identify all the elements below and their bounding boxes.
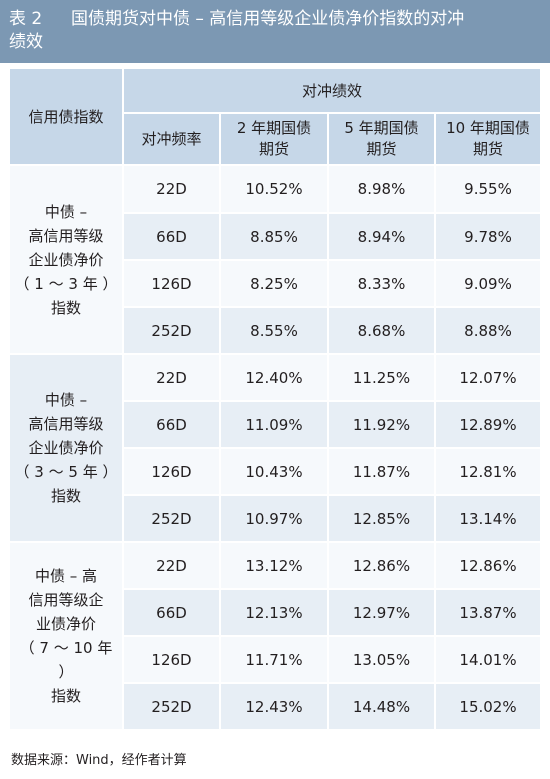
header-5y: 5 年期国债 期货: [329, 114, 436, 166]
table-cell: 12.86%: [329, 543, 436, 590]
table-cell: 13.12%: [221, 543, 329, 590]
table-cell: 8.25%: [221, 261, 329, 308]
table-cell: 66D: [124, 402, 221, 449]
table-cell: 12.43%: [221, 684, 329, 731]
header-2y: 2 年期国债 期货: [221, 114, 329, 166]
table-cell: 126D: [124, 261, 221, 308]
table-cell: 8.68%: [329, 308, 436, 355]
table-cell: 8.33%: [329, 261, 436, 308]
table-cell: 66D: [124, 214, 221, 261]
table-number: 表 2: [9, 9, 43, 29]
table-cell: 11.92%: [329, 402, 436, 449]
table-cell: 66D: [124, 590, 221, 637]
table-cell: 8.98%: [329, 166, 436, 214]
table-cell: 9.09%: [436, 261, 541, 308]
header-perf-group: 对冲绩效: [124, 69, 541, 114]
table-title-line2: 绩效: [9, 32, 43, 52]
index-name-7-10y: 中债 – 高信用等级企 业债净价（ 7 ～ 10 年 ）指数: [10, 543, 124, 731]
header-10y: 10 年期国债 期货: [436, 114, 541, 166]
hedge-performance-table: 信用债指数 对冲绩效 对冲频率 2 年期国债 期货 5 年期国债 期货 10 年期国…: [10, 69, 541, 731]
table-cell: 11.87%: [329, 449, 436, 496]
table-cell: 22D: [124, 166, 221, 214]
table-cell: 126D: [124, 449, 221, 496]
table-cell: 11.71%: [221, 637, 329, 684]
table-cell: 10.43%: [221, 449, 329, 496]
table-cell: 8.85%: [221, 214, 329, 261]
header-index: 信用债指数: [10, 69, 124, 166]
table-cell: 12.81%: [436, 449, 541, 496]
table-cell: 10.52%: [221, 166, 329, 214]
table-cell: 12.40%: [221, 355, 329, 402]
table-cell: 9.78%: [436, 214, 541, 261]
table-cell: 252D: [124, 496, 221, 543]
table-cell: 22D: [124, 543, 221, 590]
table-cell: 13.05%: [329, 637, 436, 684]
index-name-3-5y: 中债 – 高信用等级 企业债净价（ 3 ～ 5 年 ）指数: [10, 355, 124, 543]
header-freq: 对冲频率: [124, 114, 221, 166]
table-cell: 252D: [124, 308, 221, 355]
table-cell: 8.55%: [221, 308, 329, 355]
table-cell: 12.85%: [329, 496, 436, 543]
index-name-1-3y: 中债 – 高信用等级 企业债净价（ 1 ～ 3 年 ）指数: [10, 166, 124, 355]
table-cell: 11.09%: [221, 402, 329, 449]
table-cell: 12.07%: [436, 355, 541, 402]
table-cell: 9.55%: [436, 166, 541, 214]
table-cell: 12.13%: [221, 590, 329, 637]
table-cell: 10.97%: [221, 496, 329, 543]
table-cell: 15.02%: [436, 684, 541, 731]
table-cell: 12.97%: [329, 590, 436, 637]
source-note: 数据来源：Wind，经作者计算: [11, 753, 187, 768]
table-cell: 8.88%: [436, 308, 541, 355]
table-title-line1: 国债期货对中债 – 高信用等级企业债净价指数的对冲: [71, 9, 465, 29]
table-cell: 252D: [124, 684, 221, 731]
table-cell: 12.89%: [436, 402, 541, 449]
table-cell: 13.14%: [436, 496, 541, 543]
table-cell: 14.48%: [329, 684, 436, 731]
table-cell: 8.94%: [329, 214, 436, 261]
table-cell: 13.87%: [436, 590, 541, 637]
table-cell: 11.25%: [329, 355, 436, 402]
table-title: 表 2 国债期货对中债 – 高信用等级企业债净价指数的对冲 绩效: [0, 0, 550, 63]
table-cell: 14.01%: [436, 637, 541, 684]
table-cell: 22D: [124, 355, 221, 402]
table-cell: 126D: [124, 637, 221, 684]
table-cell: 12.86%: [436, 543, 541, 590]
